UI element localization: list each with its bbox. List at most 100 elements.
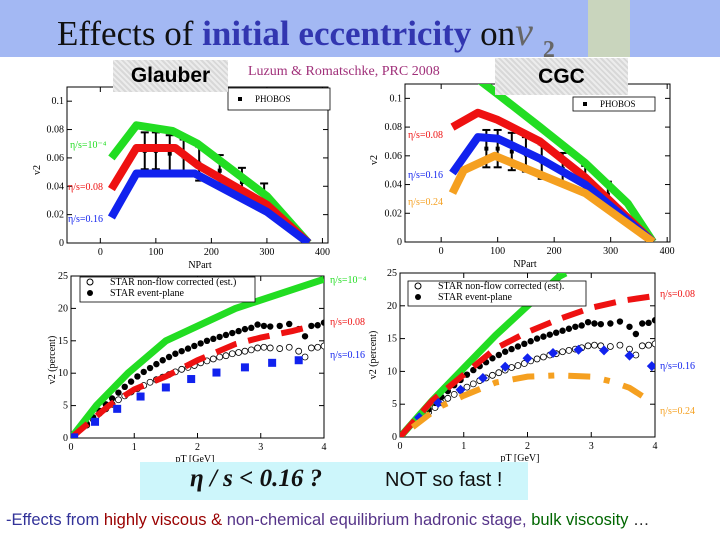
y-tick-label: 25 xyxy=(58,271,68,282)
y-tick-label: 5 xyxy=(63,401,68,412)
star-eventplane-point xyxy=(241,325,249,333)
legend-box xyxy=(79,276,256,303)
star-eventplane-point xyxy=(470,366,477,374)
theory-curve xyxy=(450,108,656,242)
star-eventplane-point xyxy=(178,347,185,355)
not-so-fast-text: NOT so fast ! xyxy=(385,469,503,491)
x-tick-label: 100 xyxy=(490,246,505,257)
x-tick-label: 2 xyxy=(525,441,530,452)
star-nonflow-point xyxy=(584,342,592,350)
curve-label: η/s=0.08 xyxy=(68,182,103,193)
star-nonflow-point xyxy=(228,350,236,358)
legend-marker xyxy=(238,97,242,101)
theory-point xyxy=(500,361,511,372)
star-eventplane-point xyxy=(607,320,614,327)
x-tick-label: 400 xyxy=(315,247,330,258)
title-highlight: initial eccentricity xyxy=(202,14,472,53)
star-eventplane-point xyxy=(115,389,122,396)
star-eventplane-point xyxy=(527,338,534,345)
star-nonflow-point xyxy=(514,362,522,369)
legend-box xyxy=(572,96,656,112)
star-nonflow-point xyxy=(301,353,309,361)
y-tick-label: 0 xyxy=(397,237,402,248)
x-axis-label: NPart xyxy=(513,259,537,270)
y-axis-label: v2 (percent) xyxy=(47,336,58,385)
x-tick-label: 300 xyxy=(603,246,618,257)
star-eventplane-point xyxy=(651,317,655,324)
theory-point xyxy=(548,348,558,359)
y-tick-label: 25 xyxy=(387,268,397,279)
theory-point xyxy=(573,344,584,355)
phobos-point xyxy=(167,151,172,156)
star-eventplane-point xyxy=(565,325,573,332)
y-tick-label: 0.08 xyxy=(47,125,65,136)
theory-point xyxy=(212,368,221,377)
star-eventplane-point xyxy=(197,340,204,347)
cgc-label: CGC xyxy=(495,58,628,95)
theory-point xyxy=(294,356,303,365)
legend-label: STAR non-flow corrected (est). xyxy=(438,281,564,292)
x-tick-label: 1 xyxy=(461,441,466,452)
theory-point xyxy=(624,350,635,361)
star-eventplane-point xyxy=(172,350,179,357)
star-eventplane-point xyxy=(203,337,211,344)
chart-panel-0: 0 100 200 300 400 0 0.02 0.04 0.06 0.08 0.1 v2 NPart… xyxy=(32,86,331,271)
plot-area xyxy=(400,273,655,437)
star-eventplane-point xyxy=(572,323,579,330)
theory-curve xyxy=(108,143,312,243)
x-tick-label: 300 xyxy=(259,247,274,258)
footer-text: -Effects from highly viscous & non-chemi… xyxy=(6,511,650,530)
footer-segment: … xyxy=(628,511,650,529)
star-nonflow-point xyxy=(638,342,646,350)
star-eventplane-point xyxy=(254,321,261,328)
x-axis-label: pT [GeV] xyxy=(501,453,540,464)
legend-label: PHOBOS xyxy=(255,94,291,104)
footer-segment: highly viscous & xyxy=(103,511,227,529)
star-eventplane-point xyxy=(260,322,268,330)
legend-marker xyxy=(415,294,421,300)
legend-marker xyxy=(87,290,93,296)
eta-over-s-text: η / s < 0.16 ? xyxy=(190,465,323,492)
curve-label: η/s=10⁻⁴ xyxy=(330,275,367,286)
star-eventplane-point xyxy=(191,342,198,350)
legend-marker xyxy=(583,102,587,106)
y-tick-label: 0.04 xyxy=(47,181,65,192)
x-tick-label: 400 xyxy=(660,246,675,257)
chart-panel-1: 0 100 200 300 400 0 0.02 0.04 0.06 0.08 0.1 v2 NPart… xyxy=(369,83,675,270)
star-eventplane-point xyxy=(616,318,624,325)
star-nonflow-point xyxy=(489,371,496,379)
star-nonflow-point xyxy=(307,344,315,352)
star-nonflow-point xyxy=(285,343,293,351)
star-eventplane-point xyxy=(540,333,547,340)
x-tick-label: 0 xyxy=(439,246,444,257)
footer-segment: bulk viscosity xyxy=(531,511,629,529)
star-eventplane-point xyxy=(276,322,283,330)
star-eventplane-point xyxy=(108,395,116,402)
y-tick-label: 0.08 xyxy=(385,122,403,133)
star-eventplane-point xyxy=(301,333,309,340)
legend-label: STAR event-plane xyxy=(110,288,184,299)
curve-label: η/s=0.16 xyxy=(330,350,365,361)
star-nonflow-point xyxy=(247,346,255,354)
title-subscript: 2 xyxy=(542,37,555,63)
star-eventplane-point xyxy=(235,327,242,335)
theory-curve xyxy=(108,121,312,243)
y-axis-label: v2 xyxy=(369,155,380,165)
star-eventplane-point xyxy=(514,343,522,350)
star-nonflow-point xyxy=(606,343,614,350)
star-nonflow-point xyxy=(444,394,452,402)
x-tick-label: 4 xyxy=(653,441,658,452)
y-tick-label: 0 xyxy=(63,433,68,444)
star-nonflow-point xyxy=(320,342,324,350)
theory-point xyxy=(477,372,488,383)
star-nonflow-point xyxy=(450,390,458,398)
y-axis-label: v2 xyxy=(32,165,43,175)
star-eventplane-point xyxy=(320,319,324,326)
star-nonflow-point xyxy=(533,355,541,363)
theory-point xyxy=(455,384,466,395)
title-suffix: on xyxy=(471,14,516,53)
y-axis-label: v2 (percent) xyxy=(368,331,379,380)
star-nonflow-point xyxy=(565,347,573,354)
theory-curve xyxy=(71,276,324,438)
